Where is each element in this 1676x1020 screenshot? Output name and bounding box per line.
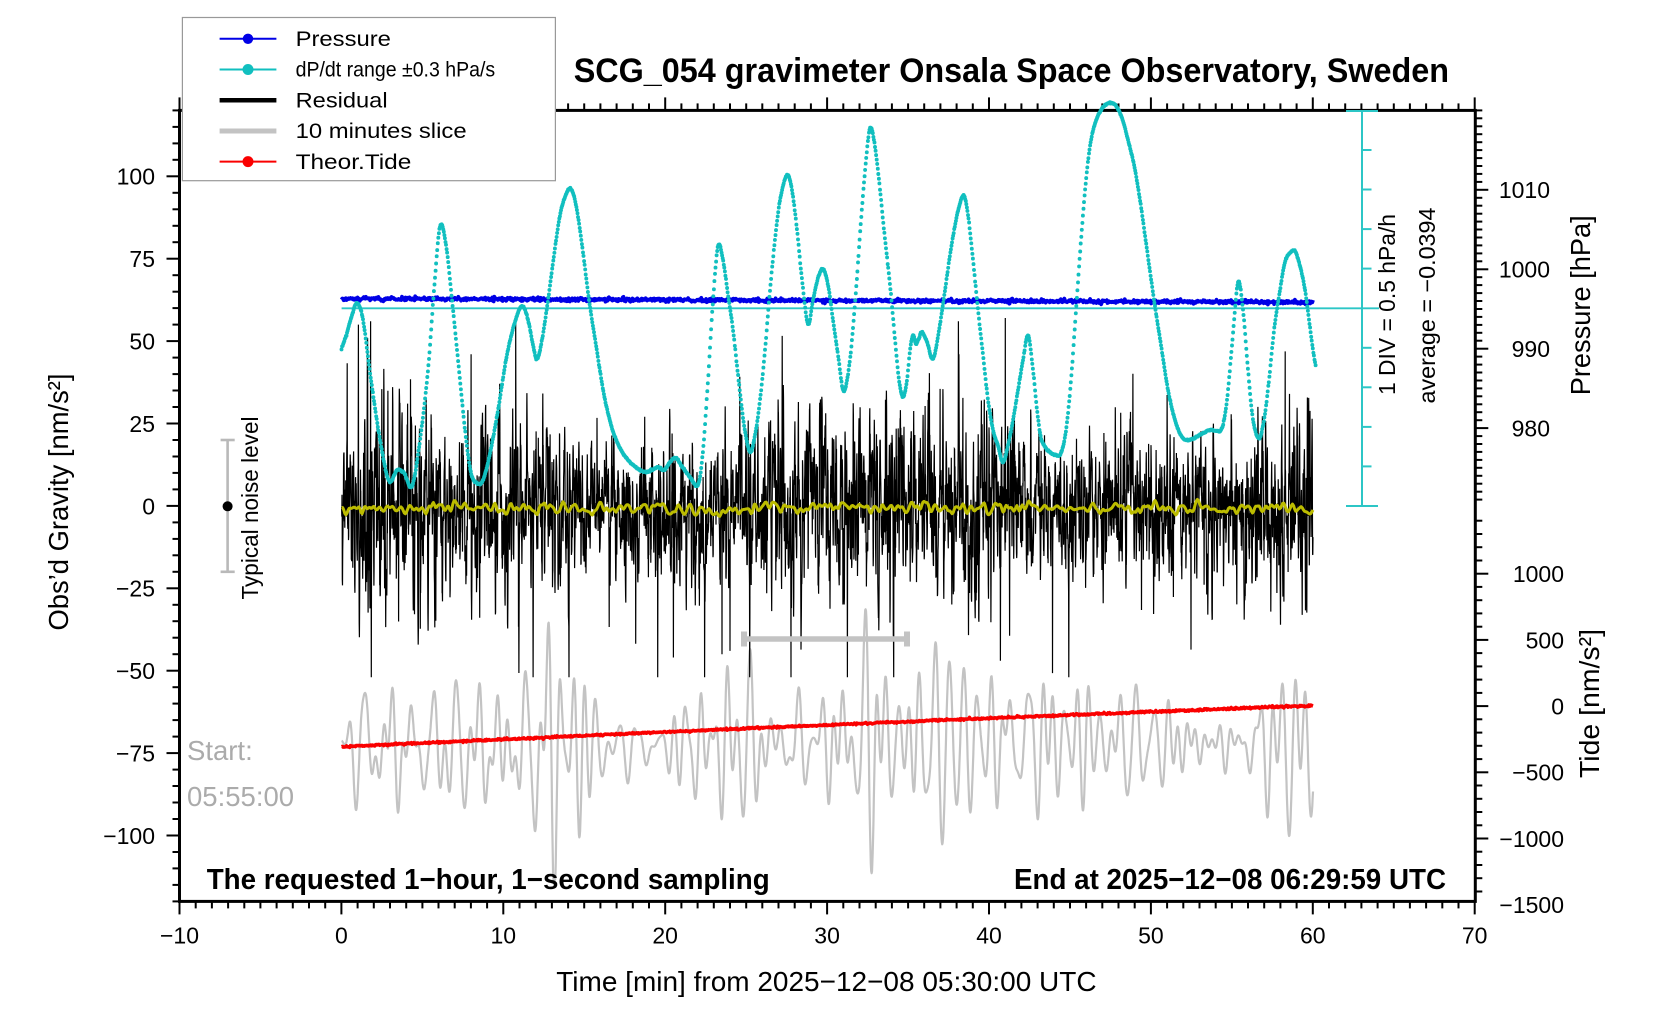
svg-text:75: 75	[129, 246, 155, 272]
svg-text:10: 10	[491, 923, 517, 949]
svg-text:−1500: −1500	[1499, 892, 1564, 918]
svg-text:Theor.Tide: Theor.Tide	[296, 151, 412, 174]
svg-text:−10: −10	[160, 923, 199, 949]
svg-text:1010: 1010	[1499, 177, 1550, 203]
svg-text:40: 40	[976, 923, 1002, 949]
svg-text:10 minutes slice: 10 minutes slice	[296, 120, 467, 143]
svg-text:Obs’d Gravity [nm/s²]: Obs’d Gravity [nm/s²]	[43, 374, 74, 631]
svg-text:dP/dt range ±0.3 hPa/s: dP/dt range ±0.3 hPa/s	[296, 59, 496, 82]
svg-text:0: 0	[1551, 694, 1564, 720]
svg-text:−75: −75	[116, 740, 155, 766]
svg-text:1 DIV = 0.5 hPa/h: 1 DIV = 0.5 hPa/h	[1374, 214, 1400, 395]
svg-text:Residual: Residual	[296, 89, 388, 112]
svg-text:−100: −100	[103, 823, 155, 849]
svg-text:70: 70	[1462, 923, 1488, 949]
svg-text:−25: −25	[116, 576, 155, 602]
svg-text:Start:: Start:	[187, 735, 253, 766]
svg-text:Time [min] from 2025−12−08 05:: Time [min] from 2025−12−08 05:30:00 UTC	[556, 966, 1096, 997]
svg-text:−500: −500	[1512, 760, 1564, 786]
svg-text:Pressure: Pressure	[296, 28, 391, 51]
svg-text:1000: 1000	[1513, 561, 1564, 587]
svg-text:0: 0	[335, 923, 348, 949]
svg-text:0: 0	[142, 493, 155, 519]
svg-text:average = −0.0394: average = −0.0394	[1414, 207, 1440, 403]
svg-text:Pressure [hPa]: Pressure [hPa]	[1565, 215, 1596, 395]
svg-text:60: 60	[1300, 923, 1326, 949]
svg-text:50: 50	[129, 329, 155, 355]
svg-text:Typical noise level: Typical noise level	[237, 417, 263, 600]
svg-text:1000: 1000	[1499, 257, 1550, 283]
svg-text:End at 2025−12−08 06:29:59 UTC: End at 2025−12−08 06:29:59 UTC	[1014, 864, 1446, 896]
svg-text:25: 25	[129, 411, 155, 437]
svg-text:The requested 1−hour, 1−second: The requested 1−hour, 1−second sampling	[207, 864, 770, 896]
svg-text:05:55:00: 05:55:00	[187, 781, 294, 812]
svg-text:50: 50	[1138, 923, 1164, 949]
svg-text:500: 500	[1526, 627, 1564, 653]
svg-text:20: 20	[652, 923, 678, 949]
svg-text:980: 980	[1512, 415, 1550, 441]
svg-text:990: 990	[1512, 336, 1550, 362]
svg-text:100: 100	[117, 164, 155, 190]
svg-text:−1000: −1000	[1499, 826, 1564, 852]
svg-text:Tide [nm/s²]: Tide [nm/s²]	[1574, 629, 1605, 778]
svg-text:SCG_054 gravimeter Onsala Spac: SCG_054 gravimeter Onsala Space Observat…	[574, 52, 1449, 90]
svg-text:−50: −50	[116, 658, 155, 684]
svg-text:30: 30	[814, 923, 840, 949]
